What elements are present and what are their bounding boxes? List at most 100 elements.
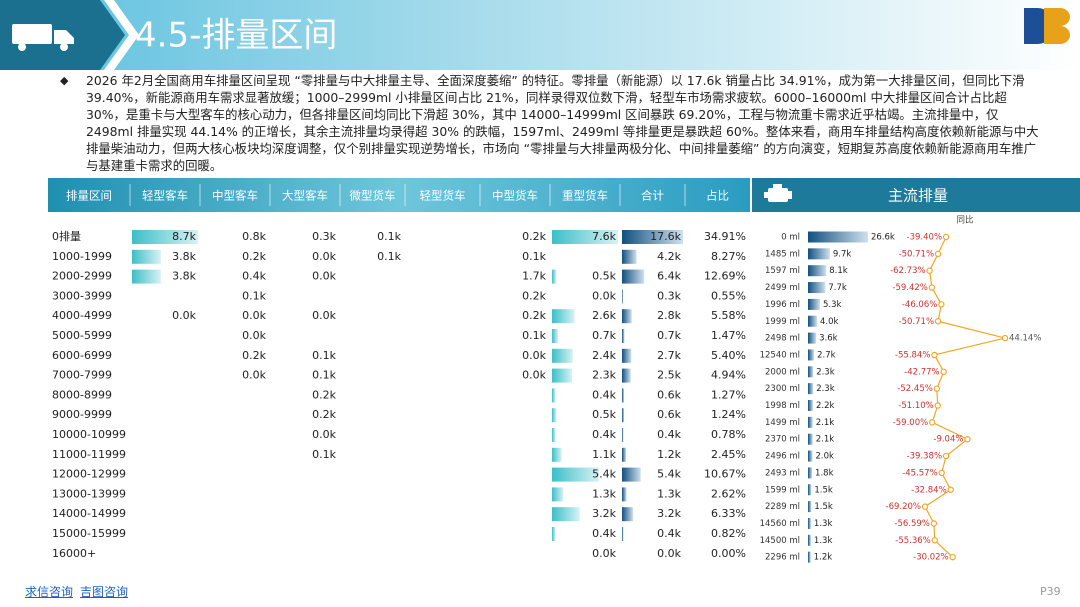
bar-value-label: 7.7k <box>828 283 847 293</box>
yoy-label: -55.36% <box>895 536 930 546</box>
cell-value: 5.58% <box>711 309 746 322</box>
yoy-point <box>949 553 956 561</box>
cell-value: 3.2k <box>592 507 616 520</box>
cell-value: 0.6k <box>657 408 681 421</box>
category-label: 1499 ml <box>765 418 800 428</box>
cell-bar <box>622 428 624 442</box>
cell-bar <box>552 408 557 423</box>
cell-value: 0.0k <box>657 547 681 560</box>
cell-bar <box>552 487 564 502</box>
cell-bar <box>622 230 683 244</box>
cell-value: 0.0k <box>312 428 336 441</box>
cell-value: 0.0k <box>592 547 616 560</box>
footer-link[interactable]: 吉图咨询 <box>80 585 129 599</box>
cell-value: 4.2k <box>657 250 681 263</box>
cell-value: 8.7k <box>172 230 196 243</box>
cell-value: 0.8k <box>242 230 266 243</box>
cell-bar <box>552 447 562 462</box>
category-label: 2493 ml <box>765 468 800 478</box>
panel-title: 主流排量 <box>888 187 948 205</box>
cell-bar <box>552 368 572 383</box>
bar <box>808 383 814 395</box>
yoy-point <box>934 250 942 258</box>
cell-value: 10.67% <box>704 468 746 481</box>
header-band <box>0 0 1080 70</box>
row-label: 16000+ <box>52 547 96 560</box>
category-label: 1597 ml <box>765 266 800 276</box>
bar <box>808 265 827 277</box>
page-number: P39 <box>1040 585 1061 598</box>
bullet: ◆ <box>60 74 69 87</box>
cell-value: 3.2k <box>657 507 681 520</box>
cell-value: 0.0k <box>522 349 546 362</box>
cell-value: 0.4k <box>657 527 681 540</box>
bar <box>808 332 817 344</box>
cell-value: 0.1k <box>312 349 336 362</box>
cell-value: 0.3k <box>312 230 336 243</box>
cell-bar <box>552 348 573 363</box>
cell-value: 0.1k <box>522 329 546 342</box>
cell-bar <box>552 230 618 244</box>
cell-value: 0.2k <box>522 289 546 302</box>
cell-bar <box>552 507 580 522</box>
bar <box>808 282 826 294</box>
bar <box>808 467 813 479</box>
bar-value-label: 2.1k <box>816 418 835 428</box>
cell-bar <box>552 527 556 541</box>
yoy-point <box>940 368 947 375</box>
yoy-label: -46.06% <box>902 300 937 310</box>
cell-value: 1.1k <box>592 448 616 461</box>
column-header: 合计 <box>641 189 664 203</box>
yoy-point <box>934 318 942 325</box>
cell-value: 2.3k <box>592 369 616 382</box>
cell-value: 2.5k <box>657 369 681 382</box>
panel-header-bg <box>752 178 1080 212</box>
cell-bar <box>552 309 575 324</box>
yoy-label: -39.38% <box>907 452 942 462</box>
yoy-label: -56.59% <box>894 519 929 529</box>
cell-bar <box>622 527 624 541</box>
cell-value: 0.2k <box>312 388 336 401</box>
yoy-label: -42.77% <box>904 367 939 377</box>
cell-value: 0.1k <box>377 230 401 243</box>
bar <box>808 231 868 243</box>
footer-link[interactable]: 求信咨询 <box>25 585 74 599</box>
cell-value: 2.4k <box>592 349 616 362</box>
cell-bar <box>622 309 632 324</box>
bar <box>808 248 830 260</box>
cell-value: 3.8k <box>172 270 196 283</box>
cell-value: 34.91% <box>704 230 746 243</box>
truck-icon <box>12 24 74 51</box>
cell-bar <box>622 348 632 363</box>
cell-bar <box>132 269 161 284</box>
yoy-label: -69.20% <box>886 502 921 512</box>
category-label: 0 ml <box>781 233 800 243</box>
bar-value-label: 2.3k <box>816 384 835 394</box>
yoy-point <box>928 284 936 291</box>
cell-value: 2.7k <box>657 349 681 362</box>
cell-value: 0.1k <box>312 448 336 461</box>
row-label: 10000-10999 <box>52 428 126 441</box>
row-label: 13000-13999 <box>52 487 126 500</box>
cell-value: 0.3k <box>657 289 681 302</box>
table-header-bg <box>48 178 750 212</box>
yoy-point <box>921 503 929 510</box>
cell-value: 0.0k <box>312 309 336 322</box>
cell-bar <box>552 388 556 403</box>
bar <box>808 551 811 563</box>
yoy-label: -59.00% <box>893 418 928 428</box>
cell-value: 0.0k <box>592 289 616 302</box>
yoy-label: -45.57% <box>902 468 937 478</box>
column-header: 中型货车 <box>492 189 538 203</box>
bar-value-label: 2.0k <box>816 452 835 462</box>
cell-value: 8.27% <box>711 250 746 263</box>
bar-value-label: 4.0k <box>820 317 839 327</box>
cell-value: 1.2k <box>657 448 681 461</box>
yoy-label: -9.04% <box>933 435 963 445</box>
page-title: 4.5-排量区间 <box>135 16 337 56</box>
summary-text: 2026 年2月全国商用车排量区间呈现 “零排量与中大排量主导、全面深度萎缩” … <box>86 73 1039 173</box>
cell-value: 5.40% <box>711 349 746 362</box>
yoy-point <box>933 385 941 392</box>
logo <box>1024 8 1070 44</box>
cell-bar <box>622 487 627 502</box>
